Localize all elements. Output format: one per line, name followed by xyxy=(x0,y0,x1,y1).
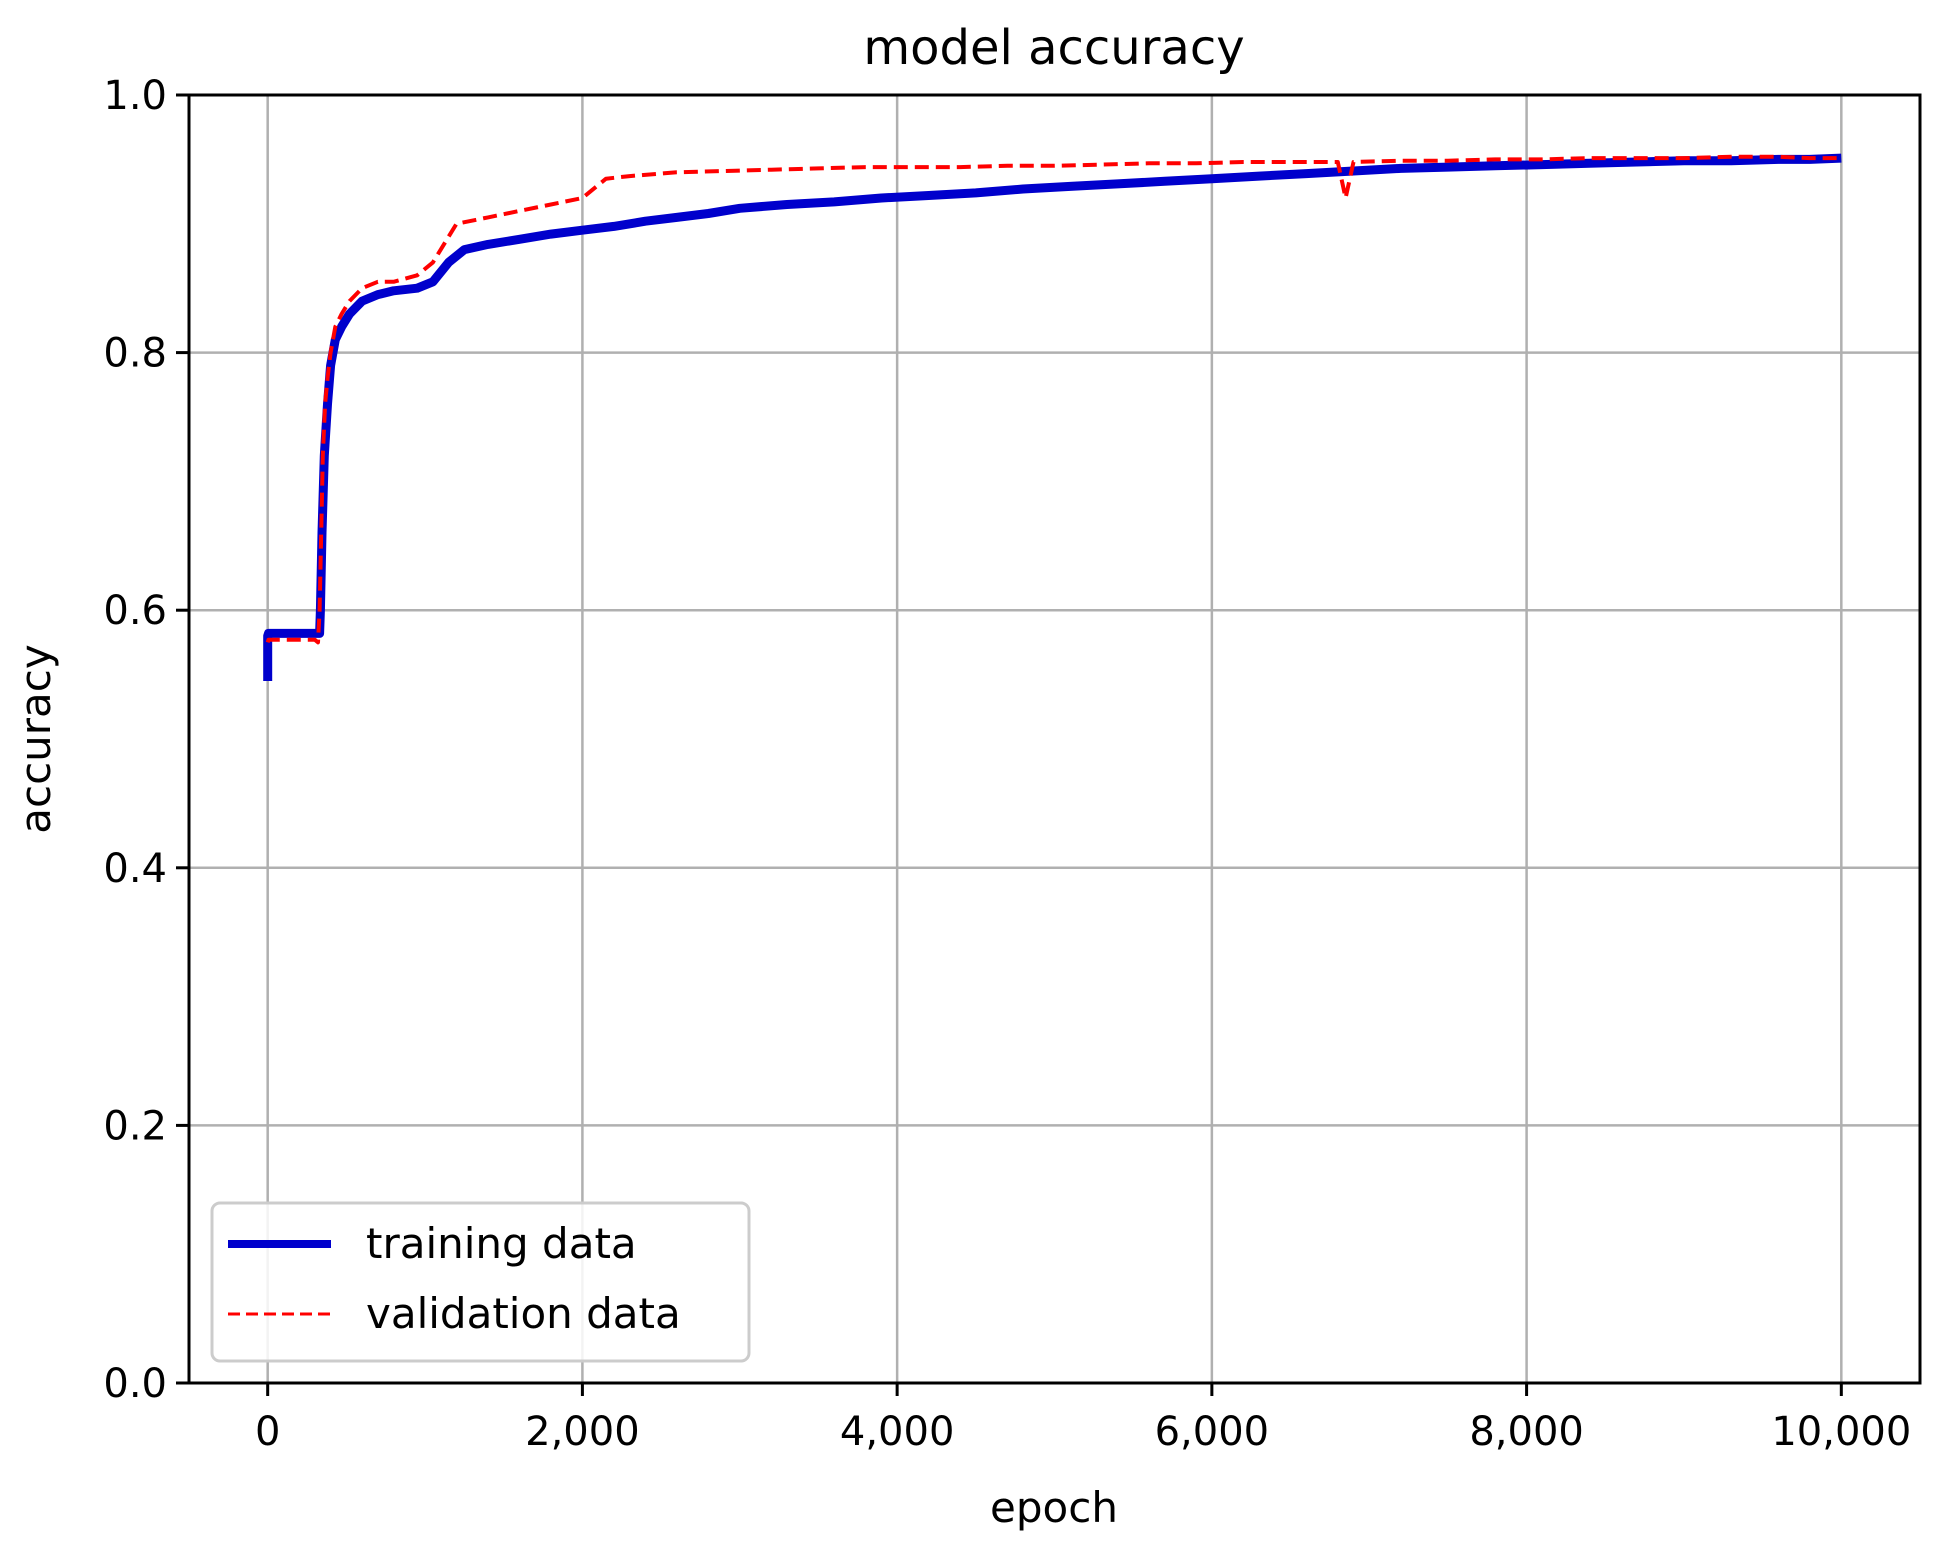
legend-label-validation: validation data xyxy=(366,1289,681,1338)
y-tick-label: 1.0 xyxy=(103,73,167,119)
y-tick-label: 0.8 xyxy=(103,331,167,377)
y-tick-label: 0.4 xyxy=(103,846,167,892)
legend: training data validation data xyxy=(210,1201,751,1363)
grid xyxy=(189,93,1920,1385)
x-tick-label: 4,000 xyxy=(840,1409,955,1455)
series-group xyxy=(263,153,1842,681)
x-tick-label: 6,000 xyxy=(1155,1409,1270,1455)
y-axis-label: accuracy xyxy=(11,644,60,834)
y-tick-label: 0.2 xyxy=(103,1103,167,1149)
series-line-training xyxy=(263,153,1842,681)
x-tick-label: 10,000 xyxy=(1771,1409,1911,1455)
x-tick-label: 8,000 xyxy=(1469,1409,1584,1455)
x-tick-label: 0 xyxy=(255,1409,280,1455)
series-line-validation xyxy=(265,154,1842,645)
x-tick-label: 2,000 xyxy=(525,1409,640,1455)
ticks: 0 2,000 4,000 6,000 8,000 10,000 0.0 0.2 0.4 0.6 0… xyxy=(103,73,1911,1455)
chart-title: model accuracy xyxy=(863,20,1244,76)
x-axis-label: epoch xyxy=(990,1483,1118,1532)
plot-frame xyxy=(187,93,1922,1385)
legend-label-training: training data xyxy=(366,1219,637,1268)
y-tick-label: 0.0 xyxy=(103,1361,167,1407)
legend-box xyxy=(210,1201,751,1363)
y-tick-label: 0.6 xyxy=(103,588,167,634)
